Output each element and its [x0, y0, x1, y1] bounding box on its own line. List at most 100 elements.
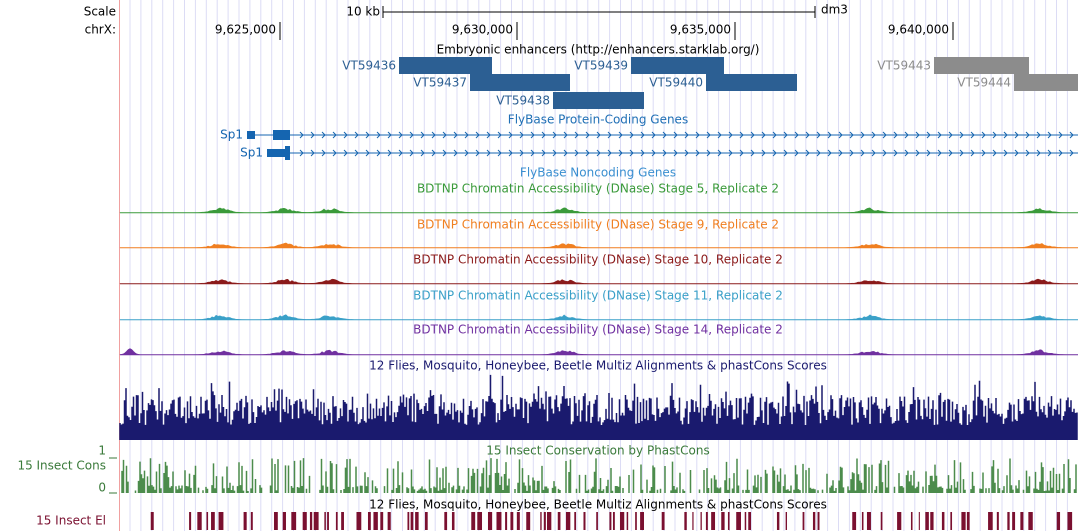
strand-arrow [684, 131, 689, 139]
position-label: 9,630,000 [452, 23, 513, 37]
strand-arrow [574, 131, 579, 139]
track-title: BDTNP Chromatin Accessibility (DNase) St… [417, 182, 779, 196]
strand-arrow [442, 149, 447, 157]
strand-arrow [365, 131, 370, 139]
element [961, 512, 966, 530]
strand-arrow [805, 149, 810, 157]
element [505, 512, 508, 530]
element [711, 512, 716, 530]
strand-arrow [530, 131, 535, 139]
position-label: 9,635,000 [670, 23, 731, 37]
strand-arrow [618, 149, 623, 157]
strand-arrow [508, 131, 513, 139]
strand-arrow [398, 149, 403, 157]
strand-arrow [607, 149, 612, 157]
track-title: BDTNP Chromatin Accessibility (DNase) St… [413, 253, 783, 267]
strand-arrow [574, 149, 579, 157]
element [692, 512, 694, 530]
element [852, 512, 857, 530]
strand-arrow [585, 131, 590, 139]
strand-arrow [596, 131, 601, 139]
strand-arrow [706, 149, 711, 157]
strand-arrow [1025, 131, 1030, 139]
strand-arrow [849, 131, 854, 139]
element [596, 512, 598, 530]
track-title: FlyBase Protein-Coding Genes [508, 113, 688, 127]
element [640, 512, 644, 530]
element [802, 512, 805, 530]
enhancer-label: VT59438 [496, 94, 550, 108]
element [1012, 512, 1016, 530]
strand-arrow [893, 131, 898, 139]
strand-arrow [838, 131, 843, 139]
strand-arrow [651, 131, 656, 139]
strand-arrow [783, 131, 788, 139]
element [988, 512, 993, 530]
element [327, 512, 329, 530]
element [817, 512, 820, 530]
strand-arrow [464, 149, 469, 157]
strand-arrow [1058, 131, 1063, 139]
strand-arrow [948, 149, 953, 157]
strand-arrow [310, 131, 315, 139]
strand-arrow [332, 131, 337, 139]
element [189, 512, 192, 530]
strand-arrow [937, 131, 942, 139]
strand-arrow [299, 131, 304, 139]
element [197, 512, 202, 530]
element [626, 512, 629, 530]
strand-arrow [739, 131, 744, 139]
strand-arrow [420, 149, 425, 157]
strand-arrow [508, 149, 513, 157]
element [910, 512, 913, 530]
strand-arrow [486, 149, 491, 157]
element [444, 512, 448, 530]
strand-arrow [530, 149, 535, 157]
strand-arrow [1058, 149, 1063, 157]
signal [119, 348, 1078, 356]
element [407, 512, 410, 530]
enhancer-box [470, 74, 570, 91]
strand-arrow [915, 131, 920, 139]
strand-arrow [321, 149, 326, 157]
element [526, 512, 531, 530]
element [565, 512, 571, 530]
element [736, 512, 741, 530]
strand-arrow [464, 131, 469, 139]
element [546, 512, 552, 530]
strand-arrow [321, 131, 326, 139]
strand-arrow [1003, 149, 1008, 157]
strand-arrow [662, 131, 667, 139]
strand-arrow [882, 131, 887, 139]
strand-arrow [486, 131, 491, 139]
element [684, 512, 687, 530]
strand-arrow [365, 149, 370, 157]
position-label: 9,640,000 [888, 23, 949, 37]
strand-arrow [959, 149, 964, 157]
element [727, 512, 730, 530]
element [477, 512, 483, 530]
strand-arrow [376, 149, 381, 157]
track-title: 15 Insect Conservation by PhastCons [486, 444, 709, 458]
element [451, 512, 455, 530]
strand-arrow [761, 131, 766, 139]
element [925, 512, 929, 530]
strand-arrow [827, 149, 832, 157]
element [661, 512, 665, 530]
strand-arrow [354, 131, 359, 139]
strand-arrow [552, 131, 557, 139]
strand-arrow [475, 149, 480, 157]
track-title: BDTNP Chromatin Accessibility (DNase) St… [417, 218, 779, 232]
strand-arrow [750, 131, 755, 139]
strand-arrow [838, 149, 843, 157]
element [373, 512, 378, 530]
strand-arrow [695, 149, 700, 157]
element [309, 512, 313, 530]
exon [273, 130, 290, 140]
element [705, 512, 708, 530]
strand-arrow [629, 131, 634, 139]
strand-arrow [475, 131, 480, 139]
enhancer-box [399, 57, 492, 74]
chrom-label: chrX: [85, 23, 116, 37]
enhancer-label: VT59440 [649, 76, 703, 90]
